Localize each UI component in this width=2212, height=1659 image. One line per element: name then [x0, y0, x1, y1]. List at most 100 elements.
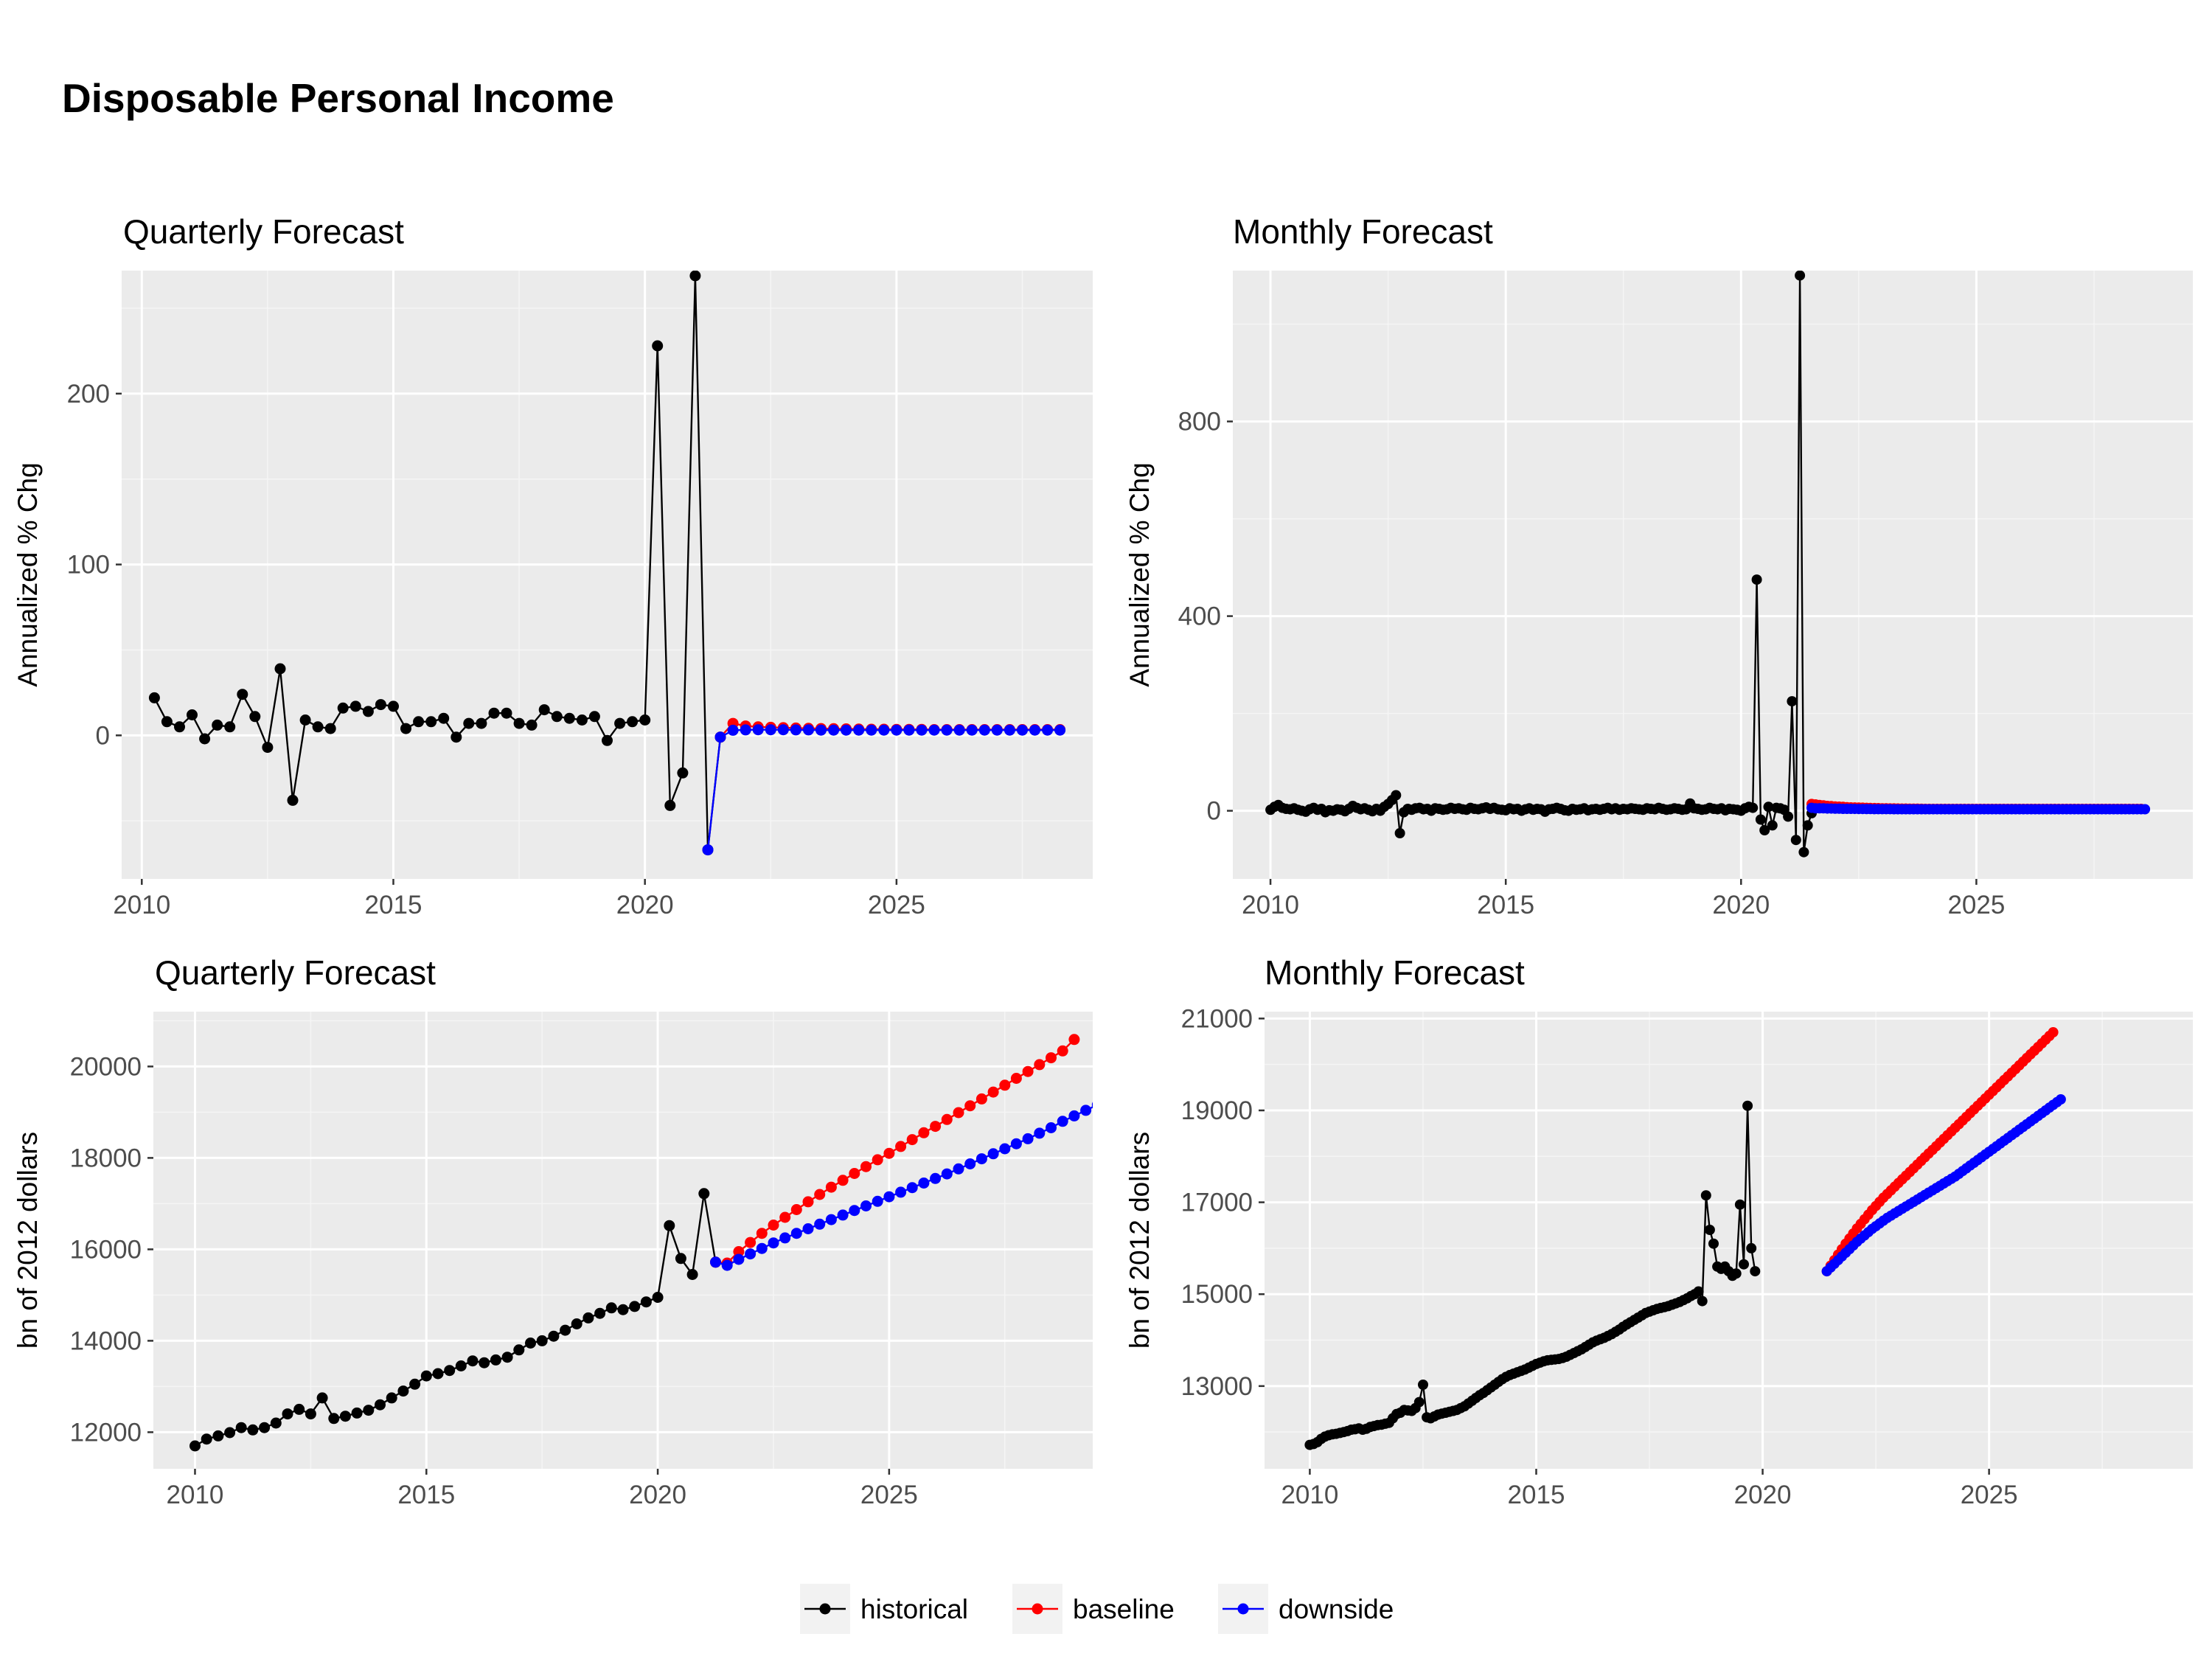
baseline-point [964, 1100, 976, 1112]
downside-point [928, 724, 940, 736]
historical-point [652, 1292, 664, 1303]
historical-point [602, 734, 613, 746]
historical-point [161, 716, 173, 728]
downside-point [828, 724, 840, 736]
major-gridlines [122, 271, 1093, 879]
historical-point [413, 716, 425, 728]
legend-item-baseline: baseline [1012, 1584, 1175, 1634]
downside-point [1054, 724, 1066, 736]
panel-subtitle: Quarterly Forecast [155, 953, 436, 992]
historical-point [1763, 801, 1774, 813]
historical-point [199, 733, 211, 745]
y-axis-label: bn of 2012 dollars [13, 1132, 43, 1349]
historical-point [212, 1430, 224, 1441]
y-tick-label: 15000 [1181, 1280, 1253, 1309]
downside-point [837, 1209, 849, 1221]
x-tick-label: 2015 [1477, 891, 1534, 919]
historical-point [664, 799, 676, 811]
historical-point [1787, 696, 1798, 707]
plot-panel [153, 1012, 1093, 1469]
downside-point [964, 1158, 976, 1169]
downside-point [1091, 1102, 1093, 1108]
baseline-point [768, 1220, 779, 1231]
downside-point [740, 724, 751, 736]
historical-point [652, 340, 664, 352]
downside-point [966, 724, 978, 736]
downside-point [1029, 724, 1040, 736]
historical-point [362, 706, 374, 717]
y-axis-label: Annualized % Chg [1124, 462, 1155, 686]
baseline-point [930, 1121, 942, 1133]
historical-point [287, 794, 299, 806]
historical-point [582, 1312, 594, 1324]
historical-point [189, 1440, 201, 1452]
historical-point [324, 723, 336, 734]
downside-point [849, 1205, 860, 1217]
x-tick-label: 2025 [1961, 1481, 2018, 1509]
series-downside [1821, 1094, 2066, 1277]
historical-point [174, 721, 185, 733]
historical-point [201, 1433, 212, 1445]
downside-point [941, 1168, 953, 1180]
legend-item-downside: downside [1218, 1584, 1394, 1634]
historical-point [299, 714, 311, 726]
historical-point [349, 700, 361, 712]
historical-point [588, 711, 600, 723]
y-tick-label: 100 [67, 551, 110, 580]
downside-point [756, 1242, 768, 1254]
chart-panel-m-pct: 2010 2015 2020 2025 0 400 800 Monthly Forecast A… [1124, 212, 2193, 919]
baseline-point [872, 1154, 883, 1166]
historical-point [1704, 1225, 1715, 1235]
downside-point [987, 1148, 999, 1160]
y-axis-label: Annualized % Chg [13, 462, 43, 686]
historical-point [247, 1424, 259, 1436]
historical-point [388, 700, 399, 712]
downside-point [802, 1223, 814, 1234]
legend-label: historical [860, 1594, 968, 1624]
downside-point [866, 724, 877, 736]
baseline-point [941, 1113, 953, 1125]
downside-point [1046, 1122, 1057, 1133]
historical-point [1700, 1190, 1711, 1201]
historical-point [1739, 1259, 1749, 1270]
historical-point [640, 1296, 652, 1308]
historical-point [305, 1408, 316, 1420]
downside-point [1034, 1127, 1046, 1139]
historical-point [664, 1220, 675, 1231]
x-tick-label: 2010 [167, 1481, 224, 1509]
plot-panel [122, 271, 1093, 879]
panel-subtitle: Monthly Forecast [1233, 212, 1493, 251]
baseline-point [2048, 1027, 2059, 1037]
series-downside [710, 1102, 1093, 1271]
x-tick-label: 2010 [1281, 1481, 1338, 1509]
y-tick-label: 19000 [1181, 1096, 1253, 1125]
historical-point [409, 1378, 421, 1390]
historical-point [629, 1301, 641, 1312]
y-tick-label: 13000 [1181, 1372, 1253, 1401]
downside-point [930, 1172, 942, 1184]
downside-point [978, 724, 990, 736]
baseline-point [756, 1228, 768, 1239]
downside-point [1004, 724, 1015, 736]
y-tick-label: 0 [96, 721, 110, 750]
historical-point [425, 716, 437, 728]
x-tick-label: 2020 [629, 1481, 686, 1509]
historical-point [420, 1370, 432, 1382]
downside-point [953, 724, 965, 736]
historical-point [689, 271, 701, 282]
baseline-point [779, 1211, 791, 1223]
historical-point [339, 1411, 351, 1422]
downside-point [733, 1253, 745, 1265]
historical-point [1747, 802, 1759, 813]
historical-point [617, 1304, 629, 1315]
downside-point [975, 1153, 987, 1165]
historical-point [526, 719, 538, 731]
historical-point [148, 692, 160, 703]
minor-gridlines [122, 271, 1093, 879]
panel-subtitle: Monthly Forecast [1265, 953, 1525, 992]
figure-title: Disposable Personal Income [62, 75, 614, 121]
historical-point [513, 1344, 525, 1356]
historical-point [501, 707, 512, 719]
historical-point [224, 721, 236, 733]
